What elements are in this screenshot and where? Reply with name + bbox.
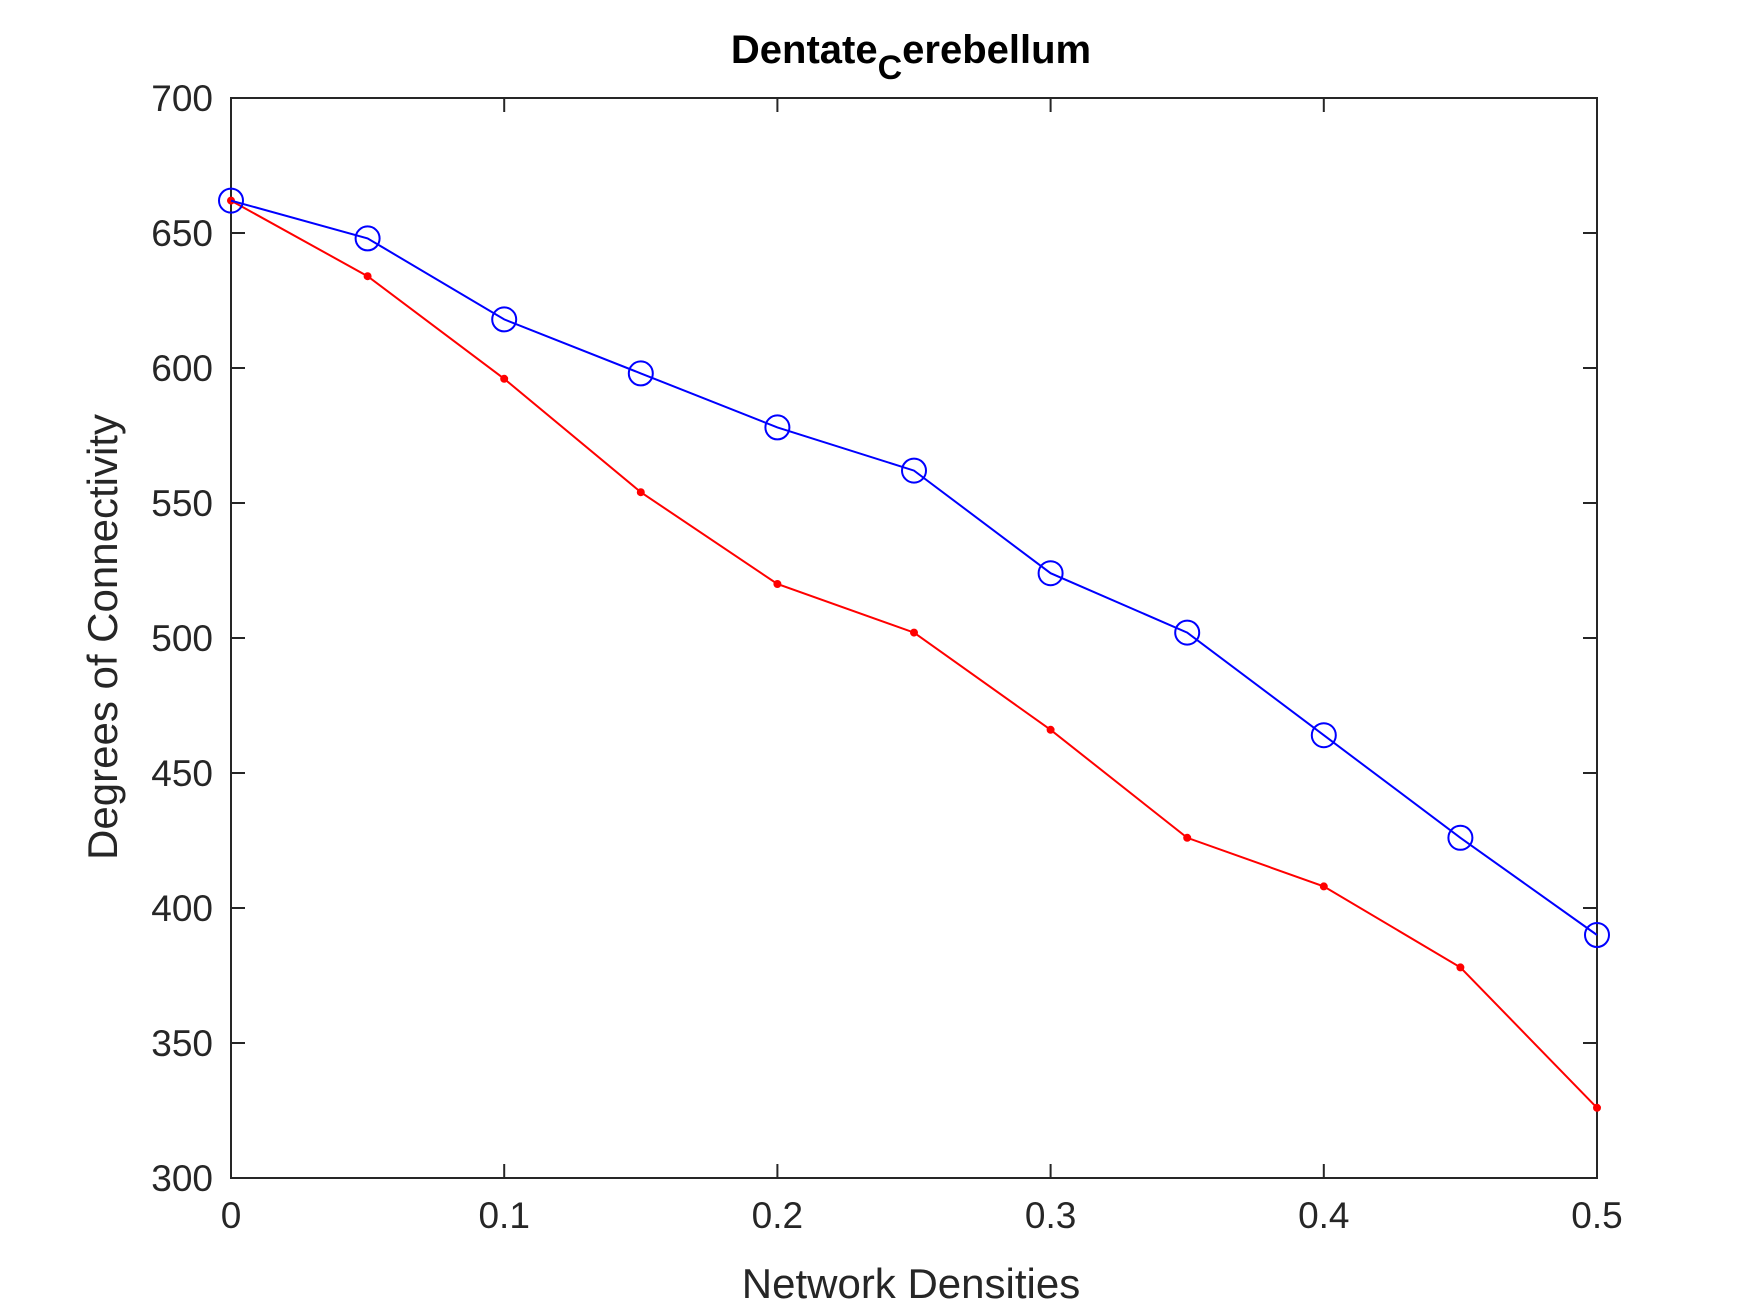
chart-title: DentateCerebellum (731, 28, 1091, 87)
chart-title-main: Dentate (731, 28, 878, 72)
x-tick-label: 0.1 (478, 1195, 529, 1236)
blue-series-point (1447, 824, 1474, 851)
red-series-point (1319, 882, 1328, 891)
x-tick-label: 0.3 (1025, 1195, 1076, 1236)
blue-series-line (230, 199, 1598, 936)
red-series-point (363, 272, 372, 281)
y-tick-label: 450 (151, 753, 213, 794)
x-tick-label: 0.4 (1298, 1195, 1349, 1236)
chart-title-subscript: C (878, 49, 903, 87)
chart-title-suffix: erebellum (902, 28, 1091, 72)
y-tick-label: 300 (151, 1158, 213, 1199)
y-tick-label: 550 (151, 483, 213, 524)
red-series-point (636, 488, 645, 497)
blue-series-point (764, 414, 791, 441)
blue-series-point (354, 225, 381, 252)
red-series-point (1046, 725, 1055, 734)
blue-series-point (627, 360, 654, 387)
red-series-point (910, 628, 918, 637)
blue-series-point (1584, 922, 1610, 948)
red-series-point (1456, 963, 1465, 972)
red-series-point (1593, 1103, 1601, 1112)
x-tick-label: 0.5 (1571, 1195, 1622, 1236)
x-tick-label: 0.2 (752, 1195, 803, 1236)
blue-series-point (218, 187, 244, 214)
blue-series-point (901, 457, 927, 484)
x-tick-label: 0 (221, 1195, 242, 1236)
red-series-point (773, 580, 782, 588)
red-series-point (500, 374, 509, 383)
y-tick-label: 700 (151, 78, 213, 119)
y-tick-label: 400 (151, 888, 213, 929)
x-axis-title: Network Densities (742, 1260, 1080, 1307)
blue-series-point (1037, 560, 1064, 587)
y-tick-label: 500 (151, 618, 213, 659)
blue-series-point (1310, 722, 1337, 749)
y-tick-label: 650 (151, 213, 213, 254)
blue-series-point (1174, 619, 1201, 646)
y-tick-label: 350 (151, 1023, 213, 1064)
blue-series-point (491, 306, 518, 333)
y-tick-label: 600 (151, 348, 213, 389)
y-axis-title: Degrees of Connectivity (79, 414, 126, 860)
red-series-point (1183, 833, 1192, 842)
plot-area: 0 0.1 0.2 0.3 0.4 0.5 300 350 400 450 500 550 600 650… (151, 78, 1622, 1236)
